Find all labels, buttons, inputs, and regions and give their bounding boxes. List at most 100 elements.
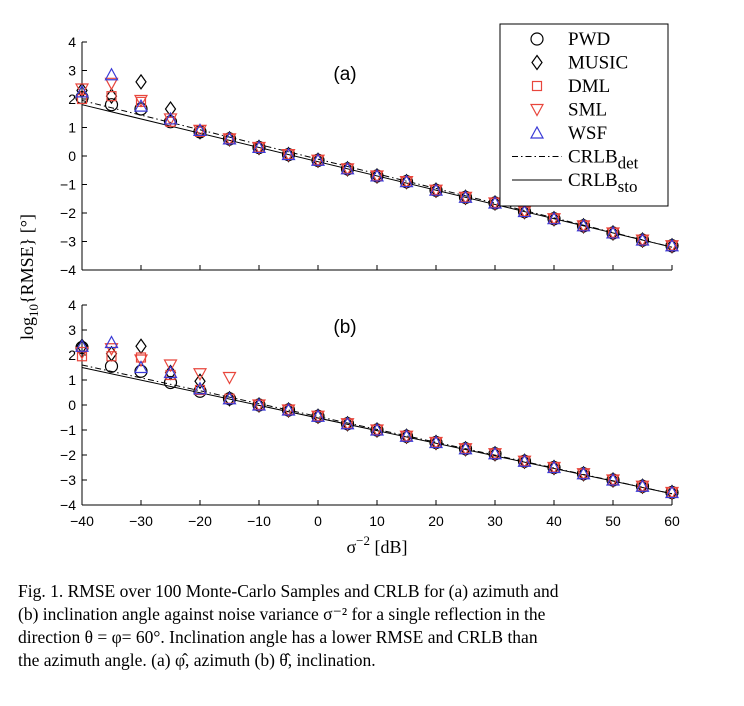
point-wsf	[222, 391, 237, 405]
y-tick-label: −1	[60, 422, 76, 438]
y-tick-label: 3	[68, 63, 76, 79]
legend-music-marker	[531, 54, 543, 71]
panel-label-b: (b)	[333, 317, 356, 338]
legend-label-2: DML	[568, 76, 610, 97]
x-tick-label: 50	[605, 513, 621, 529]
point-wsf	[517, 204, 532, 218]
point-wsf	[517, 453, 532, 467]
caption-line-3: direction θ = φ= 60°. Inclination angle …	[18, 627, 538, 647]
legend-dml-marker	[531, 80, 543, 92]
point-wsf	[487, 195, 503, 209]
panel-a: 4 3 2 1 0 −1 −2 −3 −4 (a)	[60, 34, 680, 278]
point-pwd	[134, 102, 148, 116]
point-dml	[106, 351, 117, 362]
point-wsf	[281, 402, 296, 416]
crlb-sto-line	[81, 104, 673, 248]
y-axis-label: log10{RMSE} [°]	[17, 214, 41, 340]
point-wsf	[281, 147, 296, 161]
legend-label-4: WSF	[568, 123, 607, 144]
point-wsf	[192, 123, 208, 136]
y-tick-label: 4	[68, 34, 76, 50]
x-tick-label: −20	[188, 513, 212, 529]
y-tick-label: 0	[68, 148, 76, 164]
legend-pwd-marker	[530, 32, 544, 46]
legend-wsf-marker	[529, 125, 545, 139]
point-wsf	[605, 225, 621, 239]
point-wsf	[104, 335, 119, 349]
panel-label-a: (a)	[333, 64, 356, 85]
point-wsf	[74, 338, 90, 352]
caption-line-2: (b) inclination angle against noise vari…	[18, 604, 546, 624]
legend-label-0: PWD	[568, 29, 610, 50]
y-tick-label: −3	[60, 472, 76, 488]
point-music	[76, 338, 88, 355]
legend-label-1: MUSIC	[568, 53, 628, 74]
point-wsf	[369, 422, 385, 436]
x-tick-label: 10	[369, 513, 385, 529]
point-wsf	[546, 211, 562, 225]
y-tick-label: 1	[68, 120, 76, 136]
crlb-sto-line	[81, 367, 673, 495]
point-wsf	[458, 441, 473, 455]
point-sml	[104, 77, 119, 91]
legend-sml-marker	[529, 103, 545, 117]
point-wsf	[635, 478, 650, 492]
point-pwd	[104, 359, 119, 373]
y-tick-label: −3	[60, 234, 76, 250]
x-tick-label: −40	[70, 513, 94, 529]
point-wsf	[428, 182, 444, 196]
point-sml	[192, 368, 208, 382]
point-wsf	[74, 84, 90, 98]
y-tick-label: 0	[68, 397, 76, 413]
point-wsf	[576, 466, 591, 480]
y-tick-label: −2	[60, 205, 76, 221]
point-wsf	[576, 218, 591, 232]
point-music	[223, 390, 236, 407]
y-tick-label: 4	[68, 297, 76, 313]
point-wsf	[133, 98, 149, 112]
point-wsf	[428, 435, 444, 449]
point-wsf	[340, 161, 355, 175]
y-tick-label: 3	[68, 322, 76, 338]
point-wsf	[605, 472, 621, 486]
legend-box	[499, 23, 669, 207]
point-sml	[133, 354, 149, 368]
y-tick-label: −1	[60, 177, 76, 193]
point-wsf	[192, 381, 208, 395]
point-wsf	[487, 446, 503, 460]
x-tick-label: 20	[428, 513, 444, 529]
y-tick-label: −4	[60, 497, 76, 513]
point-wsf	[251, 140, 267, 154]
y-tick-label: 2	[68, 347, 76, 363]
point-wsf	[163, 365, 178, 379]
point-pwd	[163, 375, 178, 390]
x-tick-label: −10	[247, 513, 271, 529]
point-sml	[74, 346, 90, 360]
x-tick-label: 60	[664, 513, 680, 529]
point-wsf	[251, 397, 267, 411]
point-wsf	[133, 360, 149, 374]
point-music	[135, 73, 147, 90]
point-wsf	[104, 67, 119, 81]
figure-caption: Fig. 1. RMSE over 100 Monte-Carlo Sample…	[18, 580, 718, 672]
y-tick-label: 1	[68, 372, 76, 388]
point-pwd	[104, 98, 119, 112]
y-tick-label: −2	[60, 447, 76, 463]
point-wsf	[399, 428, 414, 442]
x-tick-label: 30	[487, 513, 503, 529]
point-wsf	[369, 168, 385, 182]
point-wsf	[664, 238, 680, 252]
x-tick-label: 0	[314, 513, 322, 529]
point-wsf	[340, 416, 355, 430]
point-sml	[222, 371, 237, 385]
y-tick-label: −4	[60, 262, 76, 278]
x-tick-label: −30	[129, 513, 153, 529]
point-music	[105, 88, 118, 105]
point-wsf	[546, 460, 562, 474]
point-wsf	[310, 408, 326, 422]
point-music	[194, 373, 206, 390]
point-sml	[163, 359, 178, 373]
